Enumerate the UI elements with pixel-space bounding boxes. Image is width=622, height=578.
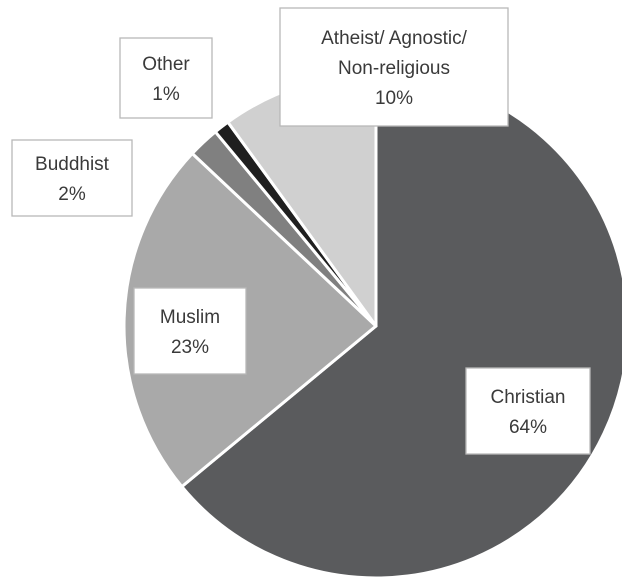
slice-label-atheist-agnostic-non-religious: Atheist/ Agnostic/Non-religious 10% [279, 7, 509, 127]
slice-label-muslim: Muslim 23% [133, 287, 247, 375]
slice-percent-label: 23% [171, 337, 209, 358]
pie-slice-muslim [122, 151, 378, 489]
label-box [119, 37, 213, 119]
label-box [11, 139, 133, 217]
label-box [133, 287, 247, 375]
slice-percent-label: 10% [375, 88, 413, 109]
slice-category-label: Muslim [160, 307, 220, 328]
slice-category-label: Non-religious [338, 58, 450, 79]
slice-percent-label: 2% [58, 184, 86, 205]
slice-label-christian: Christian 64% [465, 367, 591, 455]
slice-category-label: Christian [491, 387, 566, 408]
slice-label-buddhist: Buddhist 2% [11, 139, 133, 217]
slice-label-other: Other 1% [119, 37, 213, 119]
slice-category-label: Atheist/ Agnostic/ [321, 28, 467, 49]
label-box [465, 367, 591, 455]
slice-percent-label: 1% [152, 84, 180, 105]
slice-category-label: Other [142, 54, 190, 75]
slice-category-label: Buddhist [35, 154, 110, 175]
slice-percent-label: 64% [509, 417, 547, 438]
label-box [279, 7, 509, 127]
pie-labels: Christian 64% Muslim 23% Buddhist 2% Other 1% At… [11, 7, 591, 455]
